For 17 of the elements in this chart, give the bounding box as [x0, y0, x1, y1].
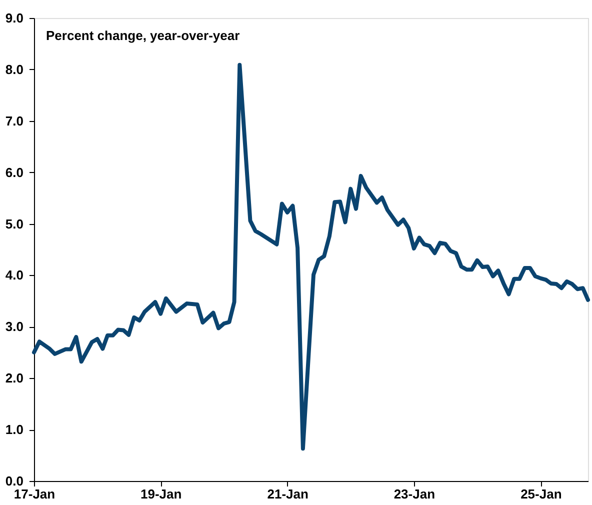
x-tick-label: 21-Jan — [267, 486, 308, 502]
y-tick-label: 8.0 — [5, 62, 24, 77]
y-tick-label: 6.0 — [5, 164, 24, 180]
x-tick-label: 23-Jan — [394, 486, 436, 502]
y-tick-label: 3.0 — [5, 319, 24, 334]
text: Percent change, year-over-year — [46, 28, 240, 43]
y-tick-label: 2.0 — [5, 370, 24, 386]
y-tick-label: 4.0 — [5, 268, 24, 283]
y-tick-label: 5.0 — [5, 216, 24, 232]
y-tick-label: 9.0 — [5, 10, 24, 26]
x-tick-label: 19-Jan — [140, 486, 182, 502]
line-series — [32, 62, 590, 451]
y-tick-label: 1.0 — [5, 422, 24, 438]
x-tick-label: 25-Jan — [520, 486, 562, 502]
y-tick-label: 7.0 — [5, 113, 24, 128]
y-tick-label: 0.0 — [5, 474, 24, 488]
x-tick-label: 17-Jan — [14, 486, 56, 502]
